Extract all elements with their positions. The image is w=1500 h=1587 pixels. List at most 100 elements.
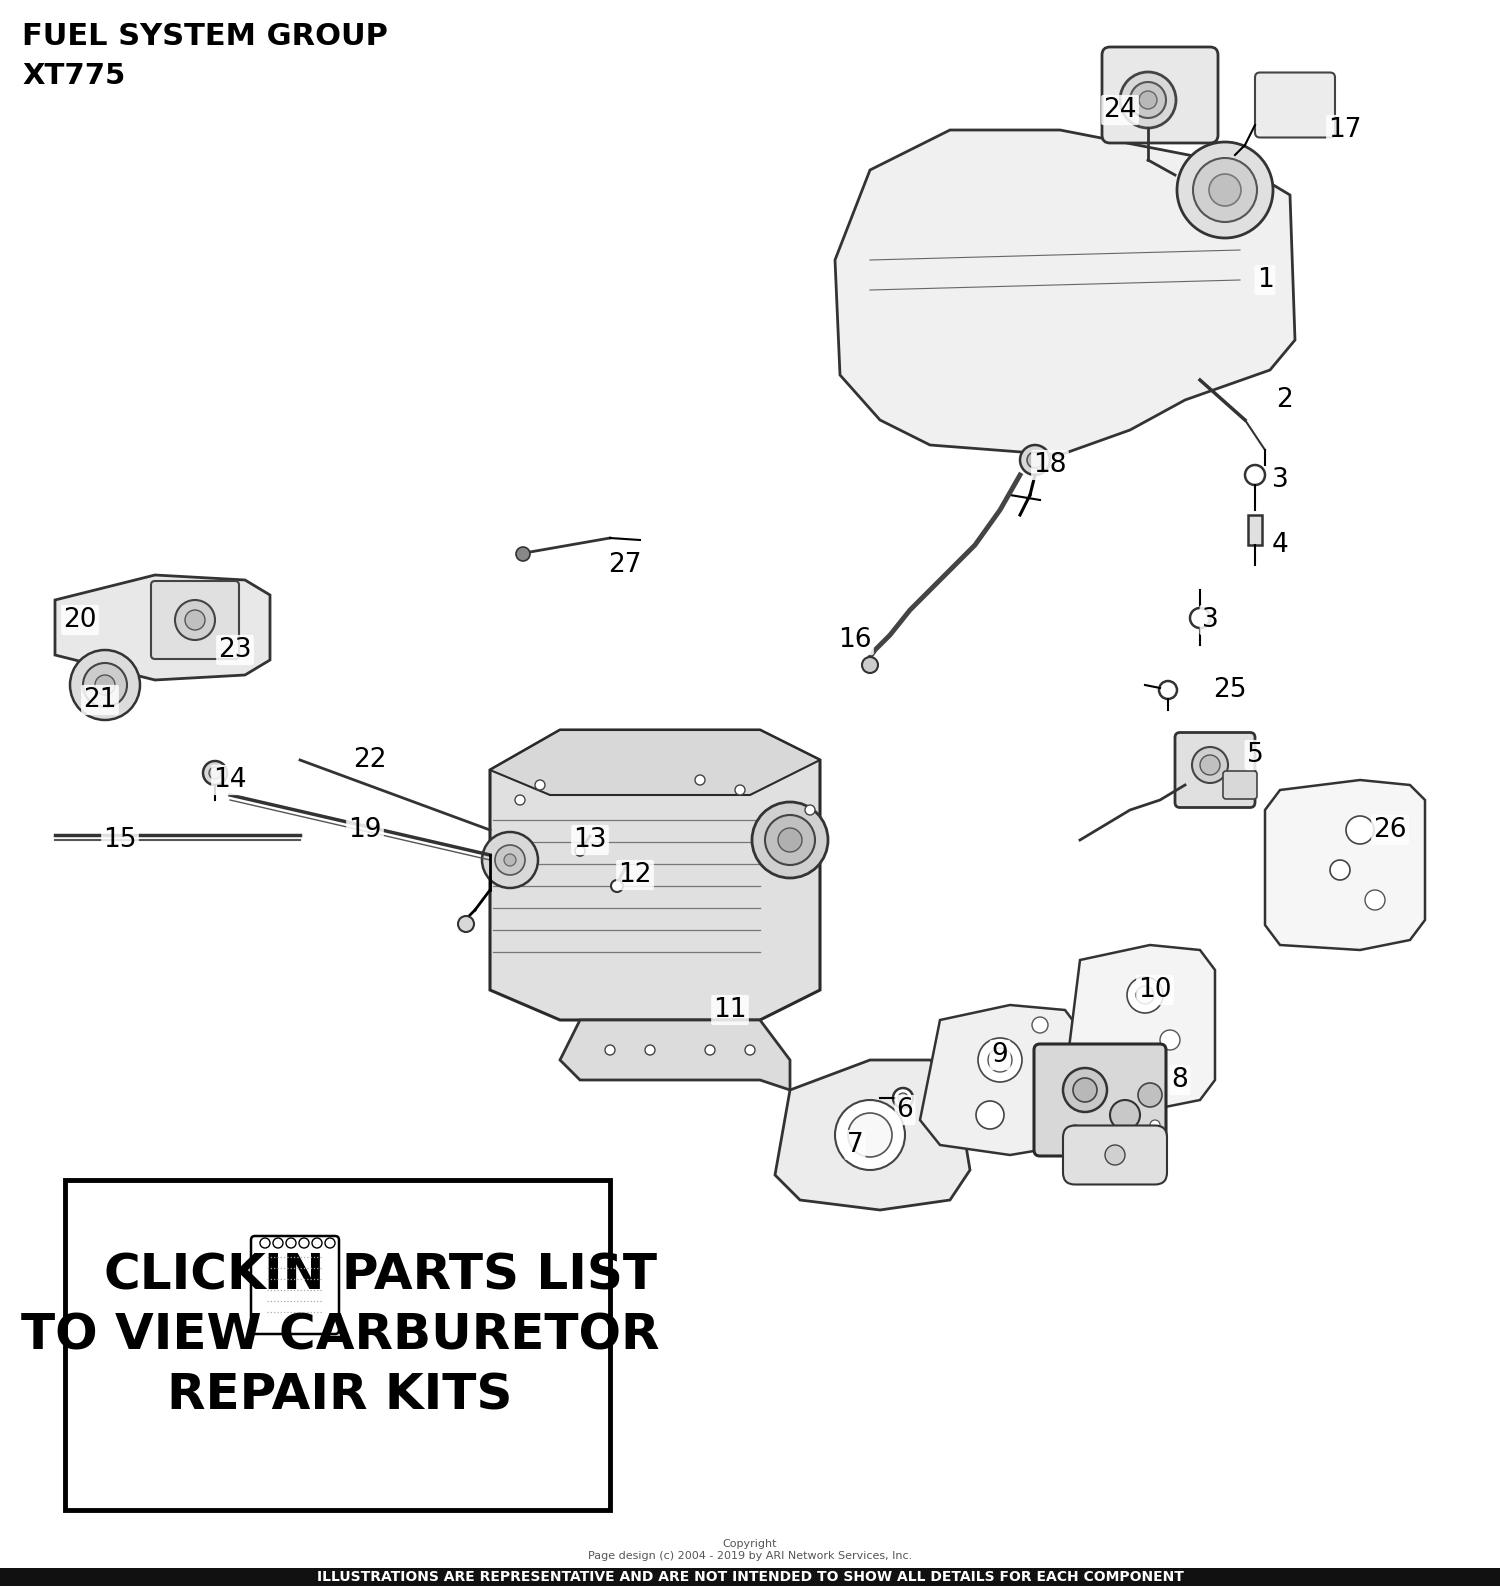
Circle shape: [82, 663, 128, 706]
Circle shape: [1160, 1030, 1180, 1051]
Circle shape: [574, 846, 585, 855]
Circle shape: [1136, 986, 1154, 1005]
FancyBboxPatch shape: [1064, 1125, 1167, 1184]
Text: 3: 3: [1272, 467, 1288, 494]
Text: 22: 22: [354, 747, 387, 773]
Circle shape: [847, 1112, 892, 1157]
Circle shape: [312, 1238, 322, 1247]
Circle shape: [209, 767, 220, 779]
Text: 16: 16: [839, 627, 872, 652]
Circle shape: [1072, 1078, 1096, 1101]
Bar: [1248, 516, 1262, 544]
Text: 5: 5: [1246, 743, 1263, 768]
Circle shape: [988, 1047, 1012, 1071]
Circle shape: [1365, 890, 1384, 909]
Text: 7: 7: [846, 1132, 864, 1159]
Circle shape: [694, 774, 705, 786]
Circle shape: [1245, 465, 1264, 486]
Circle shape: [1192, 159, 1257, 222]
Circle shape: [1020, 444, 1050, 475]
Circle shape: [504, 854, 516, 867]
Circle shape: [610, 881, 622, 892]
Circle shape: [645, 1044, 656, 1055]
Text: 9: 9: [992, 1043, 1008, 1068]
Text: 3: 3: [1202, 606, 1218, 633]
Text: 19: 19: [348, 817, 381, 843]
Circle shape: [1106, 1144, 1125, 1165]
Circle shape: [778, 828, 802, 852]
Text: 24: 24: [1102, 97, 1137, 124]
Polygon shape: [490, 730, 820, 795]
Text: FUEL SYSTEM GROUP: FUEL SYSTEM GROUP: [22, 22, 388, 51]
Text: 4: 4: [1272, 532, 1288, 559]
Circle shape: [1032, 1017, 1048, 1033]
Circle shape: [1116, 1046, 1144, 1074]
FancyBboxPatch shape: [1102, 48, 1218, 143]
Bar: [64, 1181, 610, 1509]
Bar: [0, 1568, 1500, 1585]
Text: 15: 15: [104, 827, 136, 852]
Circle shape: [1178, 141, 1274, 238]
Text: CLICK: CLICK: [104, 1251, 267, 1300]
FancyBboxPatch shape: [1034, 1044, 1166, 1155]
Text: 26: 26: [1374, 817, 1407, 843]
Circle shape: [862, 657, 877, 673]
Circle shape: [326, 1238, 334, 1247]
FancyBboxPatch shape: [152, 581, 238, 659]
Circle shape: [1070, 1125, 1080, 1135]
Circle shape: [202, 762, 226, 786]
Circle shape: [298, 1238, 309, 1247]
Circle shape: [273, 1238, 284, 1247]
Text: ARI PartStream™: ARI PartStream™: [536, 747, 764, 773]
Circle shape: [1028, 452, 1042, 468]
Circle shape: [836, 1100, 904, 1170]
Polygon shape: [836, 130, 1294, 455]
Polygon shape: [1065, 944, 1215, 1109]
Circle shape: [536, 779, 544, 790]
Text: 27: 27: [609, 552, 642, 578]
Circle shape: [176, 600, 214, 640]
Circle shape: [1192, 747, 1228, 782]
Circle shape: [482, 832, 538, 889]
Circle shape: [1120, 71, 1176, 129]
Text: 20: 20: [63, 606, 96, 633]
Circle shape: [260, 1238, 270, 1247]
Text: 12: 12: [618, 862, 651, 889]
Circle shape: [1346, 816, 1374, 844]
Circle shape: [1130, 83, 1166, 117]
Text: 13: 13: [573, 827, 606, 852]
Polygon shape: [560, 1020, 790, 1090]
Text: 10: 10: [1138, 978, 1172, 1003]
Circle shape: [1190, 608, 1210, 628]
Circle shape: [184, 609, 206, 630]
Text: 21: 21: [84, 687, 117, 713]
Circle shape: [705, 1044, 716, 1055]
Circle shape: [495, 844, 525, 874]
Text: XT775: XT775: [22, 62, 125, 90]
Circle shape: [516, 548, 530, 560]
Polygon shape: [920, 1005, 1084, 1155]
Circle shape: [1150, 1120, 1160, 1130]
Text: TO VIEW CARBURETOR: TO VIEW CARBURETOR: [21, 1311, 660, 1358]
Circle shape: [978, 1038, 1022, 1082]
Circle shape: [1084, 1139, 1095, 1151]
Circle shape: [765, 816, 814, 865]
Text: 1: 1: [1257, 267, 1274, 294]
Circle shape: [1209, 175, 1240, 206]
Circle shape: [70, 651, 140, 720]
Polygon shape: [776, 1060, 970, 1209]
Text: 14: 14: [213, 767, 246, 794]
Circle shape: [286, 1238, 296, 1247]
Text: 18: 18: [1034, 452, 1066, 478]
Circle shape: [1160, 681, 1178, 698]
Text: ILLUSTRATIONS ARE REPRESENTATIVE AND ARE NOT INTENDED TO SHOW ALL DETAILS FOR EA: ILLUSTRATIONS ARE REPRESENTATIVE AND ARE…: [316, 1570, 1184, 1584]
Circle shape: [1330, 860, 1350, 881]
FancyBboxPatch shape: [251, 1236, 339, 1335]
Circle shape: [1110, 1100, 1140, 1130]
Circle shape: [898, 1093, 908, 1103]
Text: 6: 6: [897, 1097, 914, 1124]
Text: IN PARTS LIST: IN PARTS LIST: [264, 1251, 657, 1300]
Circle shape: [735, 786, 746, 795]
Circle shape: [604, 1044, 615, 1055]
Circle shape: [458, 916, 474, 932]
